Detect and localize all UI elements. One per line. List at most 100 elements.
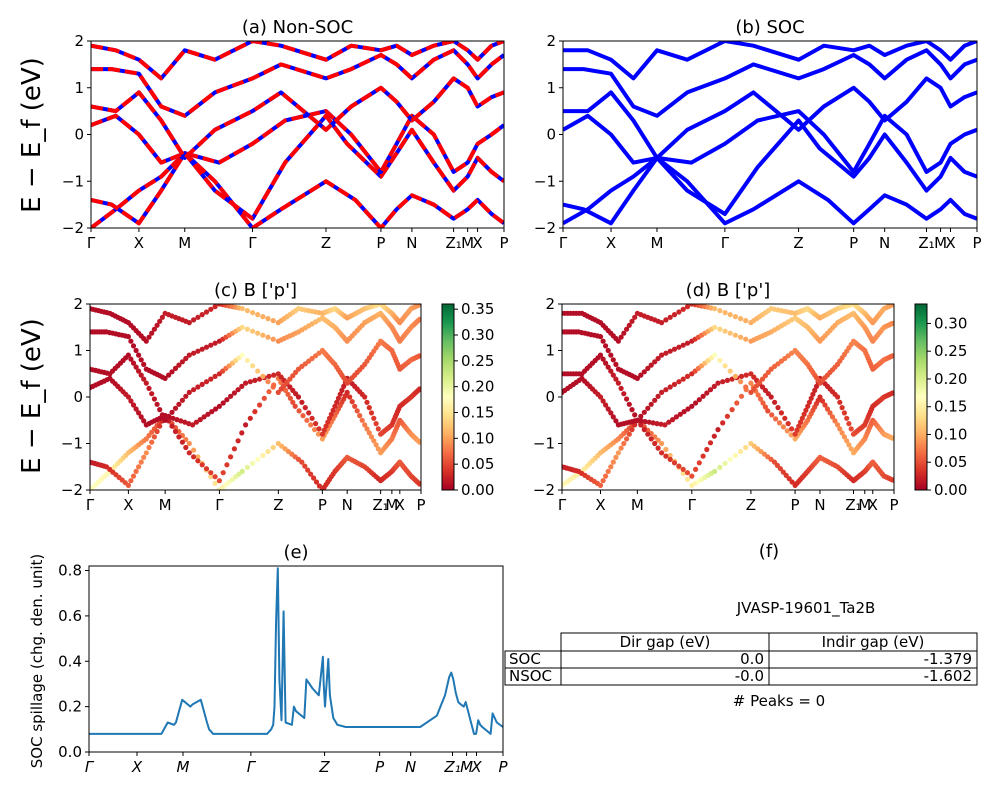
band-point <box>143 338 149 344</box>
band-point <box>149 330 155 336</box>
band-point <box>270 384 276 390</box>
band-point <box>799 415 805 421</box>
band-point <box>762 404 769 410</box>
band-point <box>330 407 336 413</box>
band-line-dashed <box>91 48 504 118</box>
band-point <box>199 346 205 352</box>
band-point <box>707 440 714 446</box>
band-point <box>603 473 609 479</box>
band-point <box>680 376 686 382</box>
band-point <box>663 446 669 453</box>
x-tick-label: M <box>159 496 172 514</box>
x-tick-label: M <box>631 496 644 514</box>
band-point <box>684 470 691 476</box>
band-point <box>247 379 253 385</box>
band-point <box>133 347 139 354</box>
band-point <box>738 393 745 399</box>
band-point <box>208 342 214 348</box>
band-point <box>769 412 775 418</box>
y-tick-label: 1 <box>73 342 83 360</box>
band-point <box>287 384 293 390</box>
band-point <box>313 421 319 427</box>
band-line <box>91 113 504 226</box>
x-tick-label: Γ <box>86 496 95 514</box>
band-point <box>250 363 256 369</box>
band-point <box>613 361 619 367</box>
band-point <box>776 420 783 426</box>
band-point <box>354 408 360 414</box>
band-line <box>91 151 504 228</box>
band-point <box>597 482 604 488</box>
panel-d-projected-bands: 0.00 0.05 0.10 0.15 0.20 0.25 0.30 (d) B ['p'] −… <box>533 280 968 514</box>
band-point <box>600 338 606 344</box>
band-point <box>166 413 172 419</box>
band-point <box>191 350 197 356</box>
x-tick-label: Γ <box>559 234 568 252</box>
band-point <box>704 446 710 453</box>
x-tick-label: P <box>791 496 800 514</box>
band-point <box>125 394 131 400</box>
band-point <box>199 312 205 318</box>
band-point <box>890 435 894 441</box>
x-tick-label: Γ <box>558 496 567 514</box>
band-point <box>179 397 185 403</box>
band-point <box>216 403 222 409</box>
band-point <box>832 418 838 424</box>
band-point <box>827 410 833 416</box>
band-point <box>671 346 678 352</box>
band-point <box>603 343 609 349</box>
band-point <box>183 355 189 362</box>
colorbar-tick-label: 0.15 <box>934 398 967 416</box>
colorbar-tick-label: 0.00 <box>461 481 494 499</box>
band-point <box>151 396 157 402</box>
band-point <box>638 422 644 428</box>
band-point <box>711 433 717 439</box>
band-point <box>634 417 641 423</box>
y-tick-label: −2 <box>62 219 84 237</box>
band-point <box>128 356 134 362</box>
band-point <box>159 314 165 320</box>
band-point <box>689 473 695 479</box>
band-point <box>239 383 245 389</box>
band-point <box>797 419 804 425</box>
band-point <box>743 384 749 390</box>
band-point <box>138 414 144 420</box>
band-line <box>563 76 977 160</box>
band-point <box>138 357 144 363</box>
x-tick-label: N <box>342 496 353 514</box>
band-point <box>359 417 365 423</box>
band-point <box>724 413 731 419</box>
band-point <box>308 471 314 477</box>
band-point <box>652 397 658 403</box>
band-point <box>199 381 205 387</box>
band-point <box>212 474 218 480</box>
band-point <box>265 316 271 322</box>
band-point <box>239 324 245 330</box>
band-point <box>717 464 723 470</box>
band-point <box>305 467 311 473</box>
band-point <box>659 320 665 326</box>
band-point <box>732 332 739 338</box>
band-point <box>727 456 733 462</box>
band-point <box>176 434 182 440</box>
band-point <box>645 365 651 371</box>
band-point <box>673 414 680 420</box>
band-point <box>817 394 823 400</box>
colorbar-tick-label: 0.05 <box>934 453 967 471</box>
band-line <box>563 48 977 118</box>
band-point <box>375 426 381 432</box>
band-point <box>652 440 658 447</box>
band-point <box>641 369 647 375</box>
band-point <box>655 393 661 399</box>
band-point <box>652 359 658 365</box>
x-tick-label: X <box>606 234 616 252</box>
band-point <box>684 340 691 346</box>
band-point <box>738 334 744 340</box>
table-row-label: SOC <box>509 650 541 668</box>
y-tick-label: −1 <box>533 435 555 453</box>
band-point <box>285 391 291 397</box>
band-point <box>347 394 353 400</box>
band-point <box>244 357 250 364</box>
band-point <box>255 330 261 336</box>
peaks-count: # Peaks = 0 <box>733 692 825 710</box>
